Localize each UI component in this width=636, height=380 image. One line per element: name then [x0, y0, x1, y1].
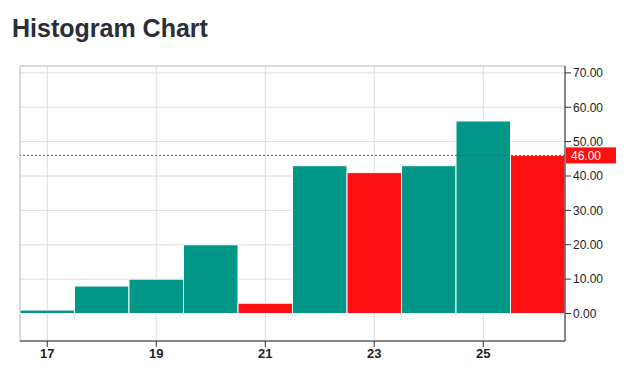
svg-text:19: 19 — [149, 346, 163, 361]
html-text:Histogram Chart: Histogram Chart — [12, 14, 208, 42]
svg-text:30.00: 30.00 — [573, 204, 603, 218]
svg-text:25: 25 — [476, 346, 490, 361]
svg-text:46.00: 46.00 — [571, 149, 601, 163]
svg-text:23: 23 — [367, 346, 381, 361]
svg-text:0.00: 0.00 — [573, 307, 597, 321]
svg-text:50.00: 50.00 — [573, 135, 603, 149]
svg-text:21: 21 — [258, 346, 272, 361]
svg-text:40.00: 40.00 — [573, 169, 603, 183]
svg-text:60.00: 60.00 — [573, 101, 603, 115]
svg-text:20.00: 20.00 — [573, 238, 603, 252]
svg-text:17: 17 — [40, 346, 54, 361]
svg-text:10.00: 10.00 — [573, 272, 603, 286]
svg-text:70.00: 70.00 — [573, 66, 603, 80]
